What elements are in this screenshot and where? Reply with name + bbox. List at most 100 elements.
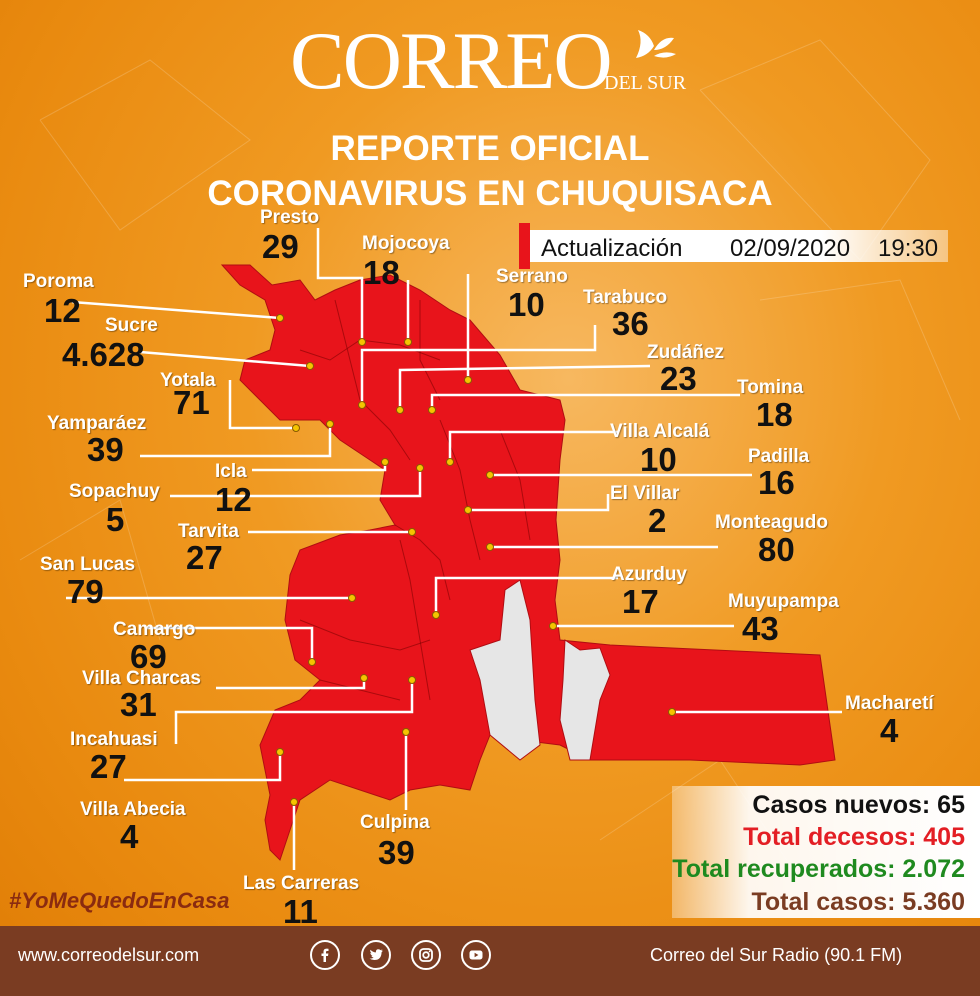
leader-line	[228, 380, 296, 430]
location-marker	[292, 424, 300, 432]
municipality-label: Padilla	[748, 446, 810, 467]
stat-new-cases: Casos nuevos: 65	[752, 791, 965, 819]
municipality-count: 39	[87, 431, 124, 468]
municipality-label: Tarabuco	[583, 287, 668, 308]
radio-info: Correo del Sur Radio (90.1 FM)	[650, 945, 903, 965]
municipality-label: Yamparáez	[47, 413, 147, 434]
leader-line	[145, 626, 314, 662]
municipality-count: 10	[508, 286, 545, 323]
leader-lines	[66, 228, 842, 870]
municipality-count: 79	[67, 573, 104, 610]
municipality-label: Poroma	[23, 271, 94, 292]
update-date: 02/09/2020	[730, 235, 851, 262]
location-marker	[432, 611, 440, 619]
stat-recovered: Total recuperados: 2.072	[672, 855, 965, 883]
municipality-label: Sucre	[105, 315, 158, 336]
municipality-label: Villa Charcas	[82, 668, 202, 689]
municipality-count: 27	[90, 748, 127, 785]
leader-line	[316, 228, 364, 342]
leader-line	[174, 680, 414, 744]
municipality-label: Las Carreras	[243, 873, 360, 894]
leader-line	[140, 424, 332, 458]
footer	[0, 926, 980, 996]
report-subtitle: CORONAVIRUS EN CHUQUISACA	[207, 174, 773, 213]
municipality-count: 43	[742, 610, 779, 647]
location-marker	[381, 458, 389, 466]
location-marker	[404, 338, 412, 346]
location-marker	[408, 676, 416, 684]
location-marker	[326, 420, 334, 428]
location-marker	[290, 798, 298, 806]
leader-line	[398, 364, 651, 410]
municipality-count: 29	[262, 228, 299, 265]
facebook-icon[interactable]	[310, 940, 340, 970]
municipality-count: 11	[283, 893, 318, 930]
update-bar	[528, 230, 948, 262]
instagram-icon[interactable]	[411, 940, 441, 970]
leader-line	[71, 300, 281, 320]
location-markers	[276, 314, 676, 806]
leader-line	[468, 494, 610, 512]
update-time: 19:30	[878, 235, 939, 262]
location-marker	[486, 543, 494, 551]
location-marker	[464, 376, 472, 384]
stat-deaths: Total decesos: 405	[743, 823, 965, 851]
municipality-count: 23	[660, 360, 697, 397]
stats-panel	[672, 786, 980, 918]
leader-line	[360, 325, 597, 405]
municipality-label: Azurduy	[611, 564, 687, 585]
location-marker	[402, 728, 410, 736]
website-link[interactable]: www.correodelsur.com	[18, 945, 200, 965]
municipality-count: 18	[756, 396, 793, 433]
municipality-count: 12	[44, 292, 81, 329]
municipality-label: Culpina	[360, 812, 430, 833]
municipality-label: Macharetí	[845, 693, 934, 714]
youtube-icon[interactable]	[461, 940, 491, 970]
municipality-count: 27	[186, 539, 223, 576]
municipality-label: Camargo	[113, 619, 196, 640]
municipality-count: 12	[215, 481, 252, 518]
leader-line	[252, 462, 387, 472]
leader-line	[139, 350, 311, 368]
brand-logo-sub: DEL SUR	[604, 72, 687, 94]
location-marker	[416, 464, 424, 472]
municipality-count: 36	[612, 305, 649, 342]
boundaries	[299, 299, 531, 701]
municipality-count: 16	[758, 464, 795, 501]
municipality-count: 18	[363, 254, 400, 291]
municipality-count: 5	[106, 501, 125, 538]
municipality-label: Sopachuy	[69, 481, 160, 502]
leaf-icon	[636, 30, 676, 58]
brand-logo: CORREO	[290, 15, 613, 106]
location-marker	[428, 406, 436, 414]
municipality-label: Mojocoya	[362, 233, 450, 254]
location-marker	[668, 708, 676, 716]
twitter-icon[interactable]	[361, 940, 391, 970]
update-label: Actualización	[541, 235, 683, 262]
location-marker	[486, 471, 494, 479]
report-title: REPORTE OFICIAL	[330, 129, 650, 168]
leader-line	[170, 468, 422, 498]
location-marker	[276, 314, 284, 322]
stat-total-cases: Total casos: 5.360	[751, 888, 965, 916]
municipality-label: Presto	[260, 207, 320, 228]
municipality-count: 69	[130, 638, 167, 675]
municipality-label: Tarvita	[178, 521, 239, 542]
municipality-label: Icla	[215, 461, 247, 482]
hashtag: #YoMeQuedoEnCasa	[9, 888, 230, 913]
municipality-count: 71	[173, 384, 210, 421]
location-marker	[348, 594, 356, 602]
location-marker	[446, 458, 454, 466]
municipality-count: 39	[378, 834, 415, 871]
municipality-label: Incahuasi	[70, 729, 158, 750]
location-marker	[306, 362, 314, 370]
municipality-label: Tomina	[737, 377, 804, 398]
municipality-count: 4.628	[62, 336, 145, 373]
municipality-label: Monteagudo	[715, 512, 828, 533]
municipality-label: Villa Alcalá	[610, 421, 710, 442]
leader-line	[430, 393, 740, 410]
municipality-count: 2	[648, 502, 667, 539]
municipality-count: 31	[120, 686, 157, 723]
